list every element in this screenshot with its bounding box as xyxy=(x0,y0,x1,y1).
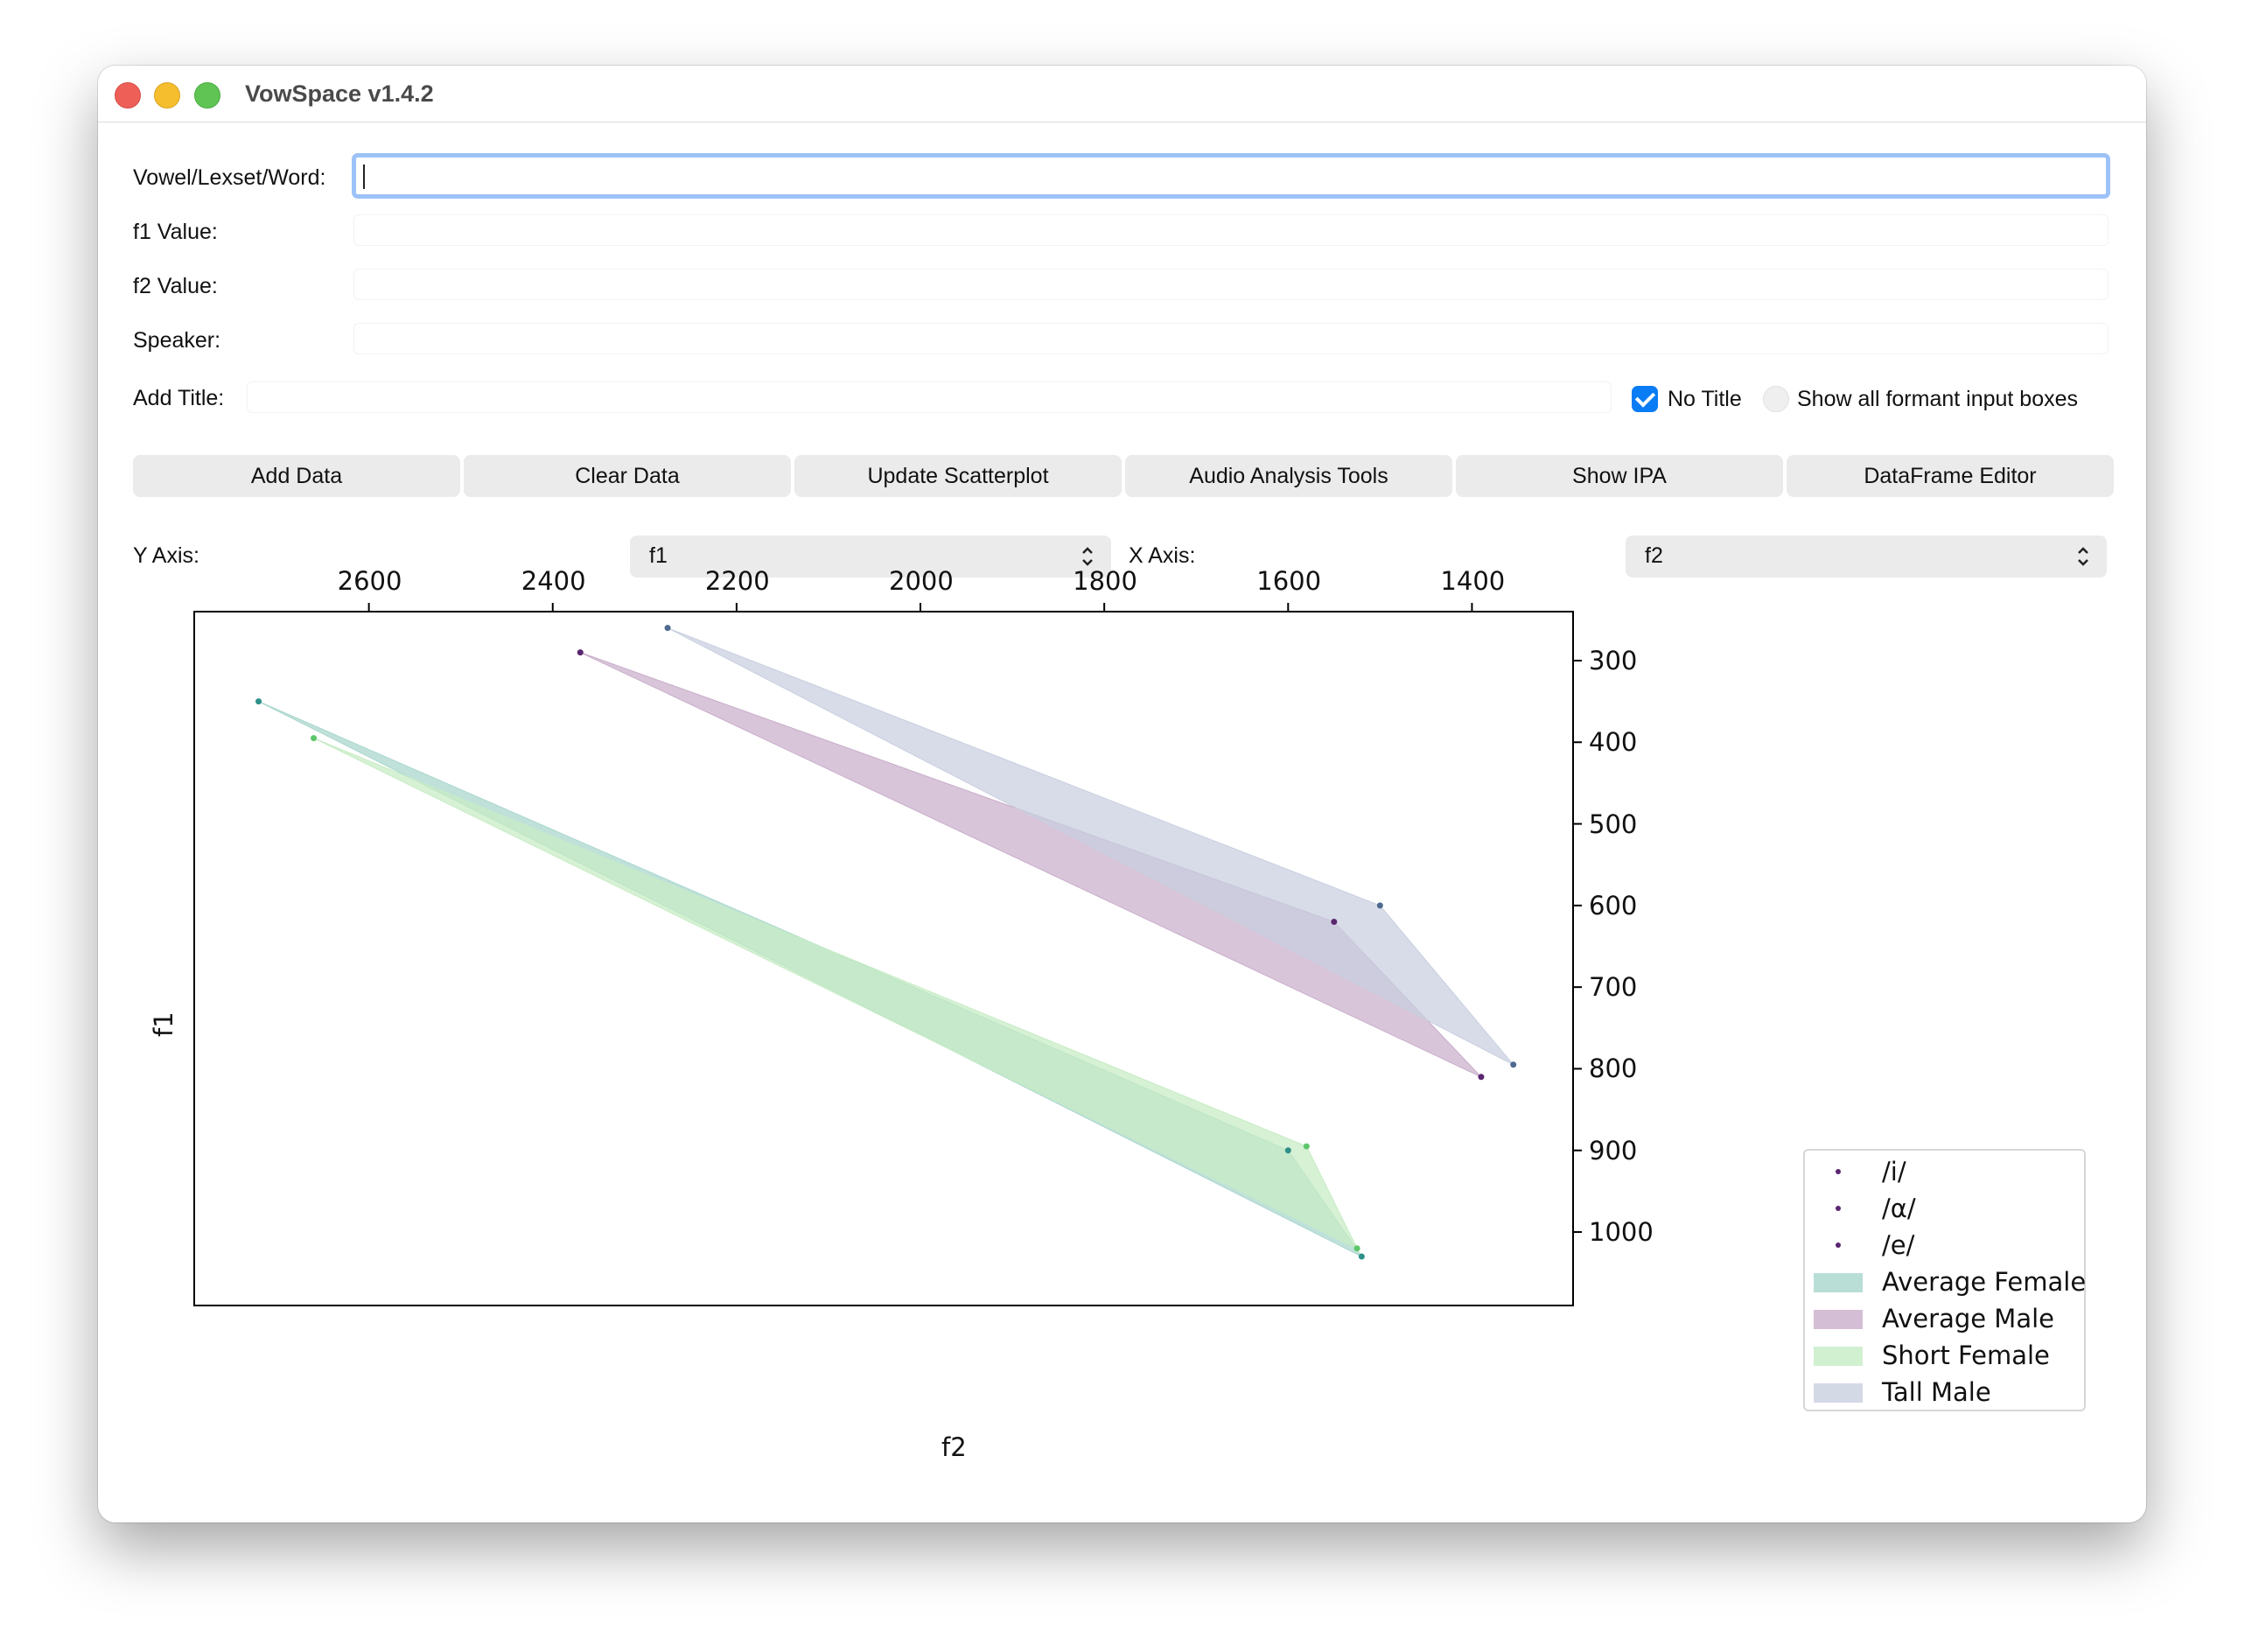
vowel-space-polygon xyxy=(313,738,1359,1250)
app-window: VowSpace v1.4.2 Vowel/Lexset/Word: f1 Va… xyxy=(98,66,2146,1522)
legend-label: /e/ xyxy=(1882,1230,1915,1260)
f2-label: f2 Value: xyxy=(133,274,218,298)
f1-label: f1 Value: xyxy=(133,220,218,244)
data-point xyxy=(577,649,584,656)
update-scatterplot-button[interactable]: Update Scatterplot xyxy=(794,455,1122,497)
data-point xyxy=(1303,1143,1310,1150)
y-tick-label: 700 xyxy=(1589,972,1638,1003)
legend-label: Tall Male xyxy=(1882,1377,1991,1407)
legend-label: Average Male xyxy=(1882,1304,2054,1334)
legend-series-entry: Short Female xyxy=(1805,1338,2084,1375)
up-down-chevron-icon xyxy=(1082,547,1093,566)
data-point xyxy=(1284,1147,1291,1154)
vowel-space-polygon xyxy=(258,701,1362,1257)
show-all-formants-checkbox[interactable] xyxy=(1763,386,1789,412)
legend-marker xyxy=(1836,1169,1841,1174)
zoom-window-button[interactable] xyxy=(194,82,220,108)
y-tick-label: 300 xyxy=(1589,645,1638,676)
speaker-input[interactable] xyxy=(353,323,2109,354)
f1-input[interactable] xyxy=(353,214,2109,246)
up-down-chevron-icon xyxy=(2078,547,2088,566)
vowel-space-polygon xyxy=(667,627,1514,1066)
clear-data-button[interactable]: Clear Data xyxy=(464,455,791,497)
data-point xyxy=(255,698,262,705)
legend-marker xyxy=(1836,1242,1841,1248)
data-point xyxy=(311,735,318,742)
window-title: VowSpace v1.4.2 xyxy=(245,80,434,107)
y-axis-title: f1 xyxy=(149,1012,178,1037)
data-point xyxy=(664,625,671,632)
legend-vowel-entry: /i/ xyxy=(1805,1154,2084,1191)
legend-patch xyxy=(1814,1347,1863,1366)
legend-vowel-entry: /e/ xyxy=(1805,1228,2084,1264)
data-point xyxy=(1331,919,1338,926)
data-point xyxy=(1376,902,1383,909)
speaker-label: Speaker: xyxy=(133,328,221,353)
add-data-button[interactable]: Add Data xyxy=(133,455,460,497)
x-axis-value: f2 xyxy=(1645,543,1663,568)
y-tick-label: 900 xyxy=(1589,1135,1638,1166)
x-tick-label: 2200 xyxy=(704,566,770,596)
y-tick-label: 1000 xyxy=(1589,1217,1654,1248)
y-tick-label: 400 xyxy=(1589,727,1638,758)
data-point xyxy=(1510,1061,1517,1068)
x-tick-label: 1400 xyxy=(1440,566,1506,596)
legend-vowel-entry: /α/ xyxy=(1805,1191,2084,1228)
y-tick-label: 500 xyxy=(1589,808,1638,839)
x-axis-title: f2 xyxy=(941,1432,967,1462)
f2-input[interactable] xyxy=(353,269,2109,300)
chart-legend: /i/ /α/ /e/Average Female Average Male Short… xyxy=(1803,1149,2086,1411)
y-tick-label: 800 xyxy=(1589,1054,1638,1084)
minimize-window-button[interactable] xyxy=(154,82,180,108)
x-tick-label: 2000 xyxy=(889,566,954,596)
title-bar: VowSpace v1.4.2 xyxy=(98,66,2146,122)
x-tick-label: 1600 xyxy=(1256,566,1322,596)
legend-marker xyxy=(1836,1206,1841,1211)
data-point xyxy=(1358,1253,1365,1260)
x-axis-select[interactable]: f2 xyxy=(1626,536,2107,578)
legend-label: Average Female xyxy=(1882,1267,2087,1297)
y-axis-value: f1 xyxy=(649,543,668,568)
legend-series-entry: Tall Male xyxy=(1805,1375,2084,1411)
data-point xyxy=(1478,1074,1485,1081)
show-all-formants-label: Show all formant input boxes xyxy=(1797,387,2079,411)
data-point xyxy=(1353,1245,1360,1252)
vowel-label: Vowel/Lexset/Word: xyxy=(133,165,326,190)
legend-label: Short Female xyxy=(1882,1340,2050,1370)
no-title-checkbox[interactable] xyxy=(1632,386,1658,412)
legend-patch xyxy=(1814,1310,1863,1329)
x-axis-label: X Axis: xyxy=(1129,543,1196,568)
y-tick-label: 600 xyxy=(1589,890,1638,920)
no-title-label: No Title xyxy=(1668,387,1742,411)
y-axis-select[interactable]: f1 xyxy=(630,536,1111,578)
y-axis-label: Y Axis: xyxy=(133,543,199,568)
legend-patch xyxy=(1814,1273,1863,1292)
title-input[interactable] xyxy=(247,382,1612,413)
legend-label: /i/ xyxy=(1882,1157,1906,1186)
add-title-label: Add Title: xyxy=(133,386,225,410)
legend-series-entry: Average Female xyxy=(1805,1264,2087,1301)
vowel-space-polygon xyxy=(580,652,1482,1078)
legend-patch xyxy=(1814,1383,1863,1403)
x-tick-label: 2400 xyxy=(521,566,586,596)
x-tick-label: 2600 xyxy=(337,566,402,596)
legend-series-entry: Average Male xyxy=(1805,1301,2084,1338)
close-window-button[interactable] xyxy=(115,82,141,108)
show-ipa-button[interactable]: Show IPA xyxy=(1456,455,1783,497)
dataframe-editor-button[interactable]: DataFrame Editor xyxy=(1787,455,2114,497)
x-tick-label: 1800 xyxy=(1073,566,1137,596)
plot-frame xyxy=(193,611,1574,1306)
vowel-input[interactable] xyxy=(352,153,2110,199)
audio-analysis-tools-button[interactable]: Audio Analysis Tools xyxy=(1125,455,1452,497)
legend-label: /α/ xyxy=(1882,1194,1916,1223)
text-caret xyxy=(363,164,365,189)
